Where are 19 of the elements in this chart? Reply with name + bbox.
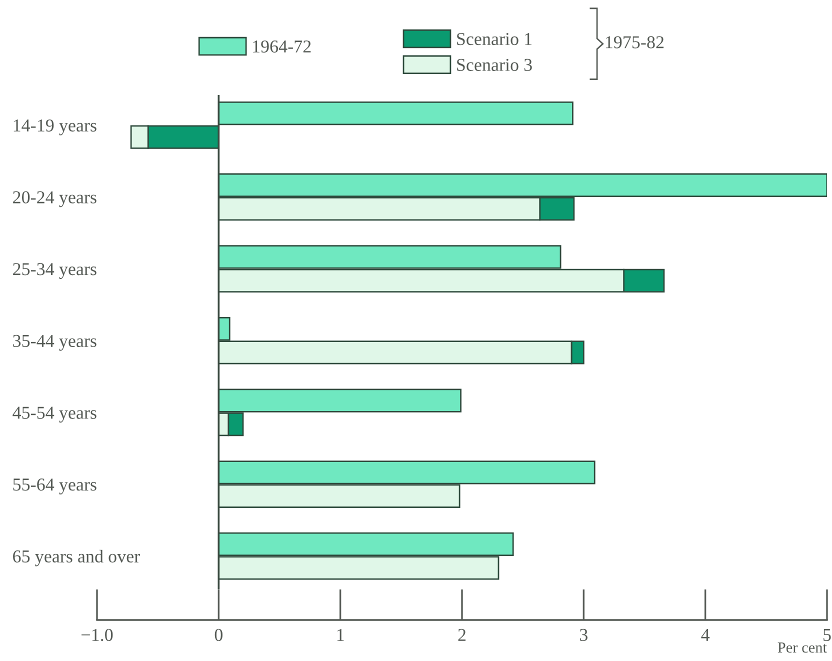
y-tick-label: 65 years and over — [13, 550, 140, 566]
y-tick-label: 55-64 years — [13, 478, 96, 494]
y-tick-label: 20-24 years — [13, 191, 96, 208]
y-tick-label: 45-54 years — [12, 406, 96, 423]
x-tick-label: 1 — [337, 628, 344, 641]
x-tick-label: 5 — [824, 629, 831, 642]
x-tick-label: 2 — [458, 628, 466, 641]
x-tick-label: 4 — [701, 628, 710, 641]
legend-label: Scenario 1 — [457, 32, 532, 46]
x-tick-label: 0 — [214, 628, 222, 642]
legend-label: Scenario 3 — [457, 58, 532, 71]
x-tick-label: 3 — [580, 628, 588, 642]
x-tick-label: −1.0 — [82, 628, 113, 642]
legend-label: 1964-72 — [253, 40, 311, 53]
y-tick-label: 35-44 years — [13, 334, 96, 351]
y-tick-label: 14-19 years — [14, 119, 96, 136]
x-axis-title: Per cent — [778, 642, 827, 653]
text: 1975-82 — [606, 36, 664, 48]
y-tick-label: 25-34 years — [13, 263, 96, 279]
